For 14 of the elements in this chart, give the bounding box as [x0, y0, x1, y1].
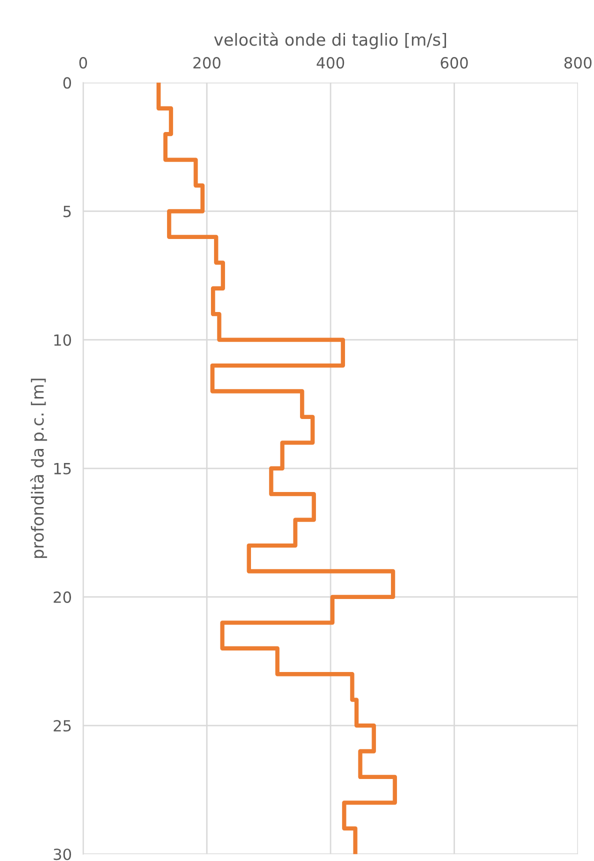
y-tick-label: 20: [54, 591, 72, 603]
x-axis-title: velocità onde di taglio [m/s]: [214, 32, 446, 50]
y-tick-label: 30: [54, 848, 72, 860]
y-tick-label: 5: [64, 206, 71, 218]
y-tick-label: 25: [54, 720, 71, 732]
x-tick-label: 200: [193, 57, 220, 69]
x-tick-label: 0: [79, 57, 88, 69]
y-axis-title: profondità da p.c. [m]: [30, 378, 48, 558]
x-tick-label: 800: [564, 57, 592, 69]
x-tick-label: 600: [440, 57, 468, 69]
y-tick-label: 10: [54, 334, 72, 346]
y-tick-label: 15: [54, 463, 71, 474]
y-tick-label: 0: [63, 77, 72, 89]
x-tick-label: 400: [316, 57, 344, 69]
